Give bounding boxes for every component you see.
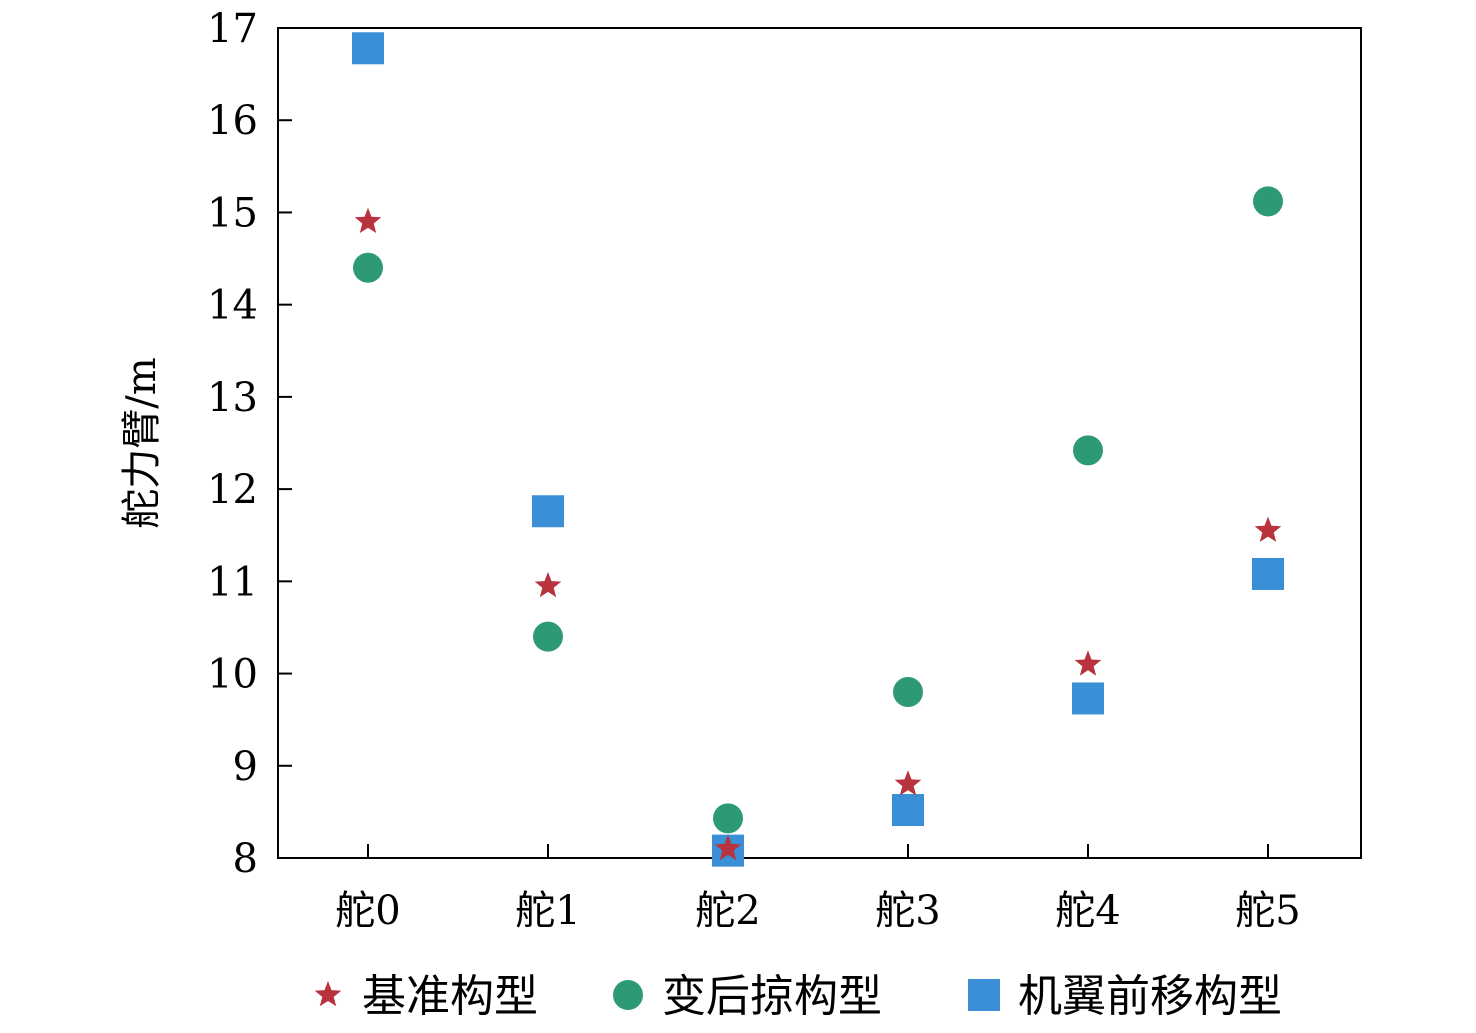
- x-tick-label: 舵1: [515, 888, 580, 934]
- y-tick-label: 12: [207, 467, 258, 513]
- y-tick-label: 10: [207, 652, 258, 698]
- data-point-star: [534, 571, 562, 598]
- y-tick-label: 9: [233, 744, 258, 790]
- legend-item: 机翼前移构型: [968, 971, 1282, 1022]
- legend-label: 基准构型: [362, 971, 538, 1022]
- x-tick-label: 舵0: [335, 888, 400, 934]
- x-tick-label: 舵3: [875, 888, 940, 934]
- data-point-circle: [533, 621, 563, 652]
- data-point-star: [714, 834, 742, 861]
- data-point-square: [532, 495, 564, 528]
- y-tick-label: 8: [233, 836, 258, 882]
- data-point-star: [1074, 650, 1102, 676]
- series-star: [354, 207, 1282, 861]
- y-tick-label: 15: [207, 190, 258, 236]
- y-tick-label: 16: [207, 98, 258, 144]
- data-point-square: [1252, 557, 1284, 590]
- series-circle: [353, 186, 1283, 834]
- x-tick-label: 舵5: [1235, 888, 1300, 934]
- x-axis: 舵0 舵1 舵2 舵3 舵4 舵5: [335, 844, 1301, 934]
- y-tick-label: 14: [207, 283, 258, 329]
- data-point-circle: [1073, 435, 1103, 466]
- y-axis-title: 舵力臂/m: [119, 357, 165, 528]
- x-tick-label: 舵2: [695, 888, 760, 934]
- legend-marker-circle: [613, 980, 643, 1010]
- data-point-star: [1254, 516, 1282, 542]
- legend-item: 基准构型: [314, 971, 538, 1022]
- x-tick-label: 舵4: [1055, 888, 1120, 934]
- data-marks: [352, 32, 1284, 867]
- data-point-circle: [1253, 186, 1283, 217]
- data-point-star: [894, 770, 922, 796]
- y-tick-label: 13: [207, 375, 258, 421]
- legend-marker-star: [314, 981, 342, 1007]
- y-tick-label: 17: [207, 6, 258, 52]
- legend-label: 机翼前移构型: [1018, 971, 1282, 1022]
- legend-item: 变后掠构型: [613, 971, 882, 1022]
- legend-label: 变后掠构型: [662, 971, 882, 1022]
- data-point-square: [352, 32, 384, 65]
- data-point-circle: [353, 252, 383, 283]
- y-tick-label: 11: [207, 559, 258, 605]
- legend-marker-square: [968, 979, 1000, 1011]
- plot-frame: [277, 27, 1362, 859]
- data-point-square: [1072, 682, 1104, 715]
- legend: 基准构型 变后掠构型 机翼前移构型: [314, 971, 1282, 1022]
- data-point-circle: [713, 803, 743, 834]
- series-square: [352, 32, 1284, 867]
- data-point-circle: [893, 677, 923, 707]
- data-point-square: [892, 794, 924, 827]
- data-point-star: [354, 207, 382, 233]
- y-axis: 8 9 10 11 12 13 14 15 16 17: [207, 6, 292, 882]
